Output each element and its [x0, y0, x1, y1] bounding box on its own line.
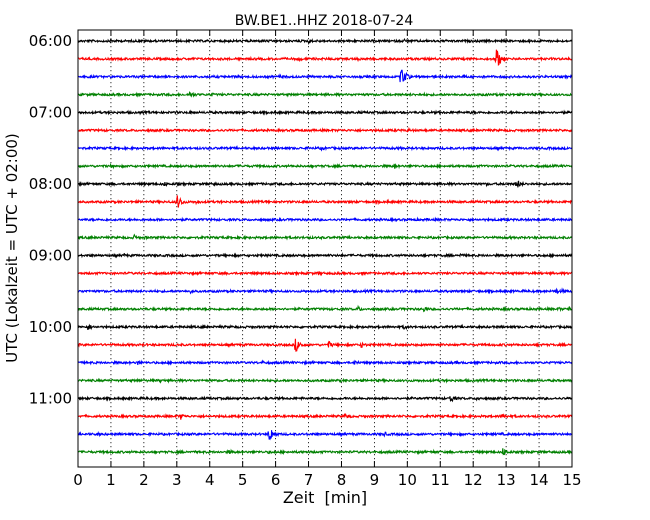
y-tick-label: 08:00 [29, 175, 72, 193]
seismogram-trace [77, 287, 573, 295]
seismogram-trace [77, 126, 573, 134]
seismogram-trace [77, 395, 573, 403]
seismogram-trace [77, 359, 573, 366]
x-tick-label: 15 [562, 471, 581, 489]
x-axis-ticks: 0 1 2 3 4 5 6 7 8 9 10 11 12 13 14 15 [73, 30, 582, 489]
seismogram-trace [77, 37, 573, 46]
seismogram-trace [77, 252, 573, 259]
seismogram-trace [77, 323, 573, 331]
seismogram-trace [77, 338, 573, 352]
seismogram-trace [77, 448, 572, 456]
x-tick-label: 5 [238, 471, 248, 489]
x-tick-label: 10 [398, 471, 417, 489]
x-tick-label: 14 [530, 471, 549, 489]
grid-lines [110, 30, 540, 467]
x-tick-label: 1 [106, 471, 116, 489]
seismogram-trace [77, 180, 573, 189]
y-tick-label: 07:00 [29, 103, 72, 121]
seismogram-trace [77, 216, 573, 223]
seismogram-trace [77, 377, 573, 384]
seismogram-trace [77, 430, 573, 441]
x-tick-label: 11 [431, 471, 450, 489]
x-tick-label: 9 [370, 471, 380, 489]
chart-title: BW.BE1..HHZ 2018-07-24 [235, 13, 414, 29]
x-tick-label: 2 [139, 471, 149, 489]
plot-frame [77, 29, 573, 468]
seismogram-trace [77, 270, 573, 277]
y-tick-label: 11:00 [29, 389, 72, 407]
seismogram-trace [77, 233, 573, 241]
seismogram-trace [77, 49, 573, 66]
x-tick-label: 4 [205, 471, 215, 489]
x-tick-label: 3 [172, 471, 182, 489]
seismogram-trace [77, 304, 573, 313]
x-tick-label: 7 [304, 471, 314, 489]
seismogram-trace [77, 69, 573, 83]
seismogram-trace [77, 109, 572, 116]
x-axis-label: Zeit [min] [283, 488, 367, 507]
y-tick-label: 10:00 [29, 318, 72, 336]
y-tick-label: 06:00 [29, 32, 72, 50]
x-tick-label: 8 [337, 471, 347, 489]
y-axis-label: UTC (Lokalzeit = UTC + 02:00) [3, 133, 21, 363]
x-tick-label: 0 [73, 471, 83, 489]
seismogram-trace [77, 195, 573, 208]
seismogram-trace [77, 91, 573, 98]
seismogram-trace [77, 412, 573, 420]
x-tick-label: 12 [464, 471, 483, 489]
seismogram-trace [77, 162, 573, 170]
x-tick-label: 13 [497, 471, 516, 489]
seismogram-trace [77, 144, 573, 152]
x-tick-label: 6 [271, 471, 281, 489]
y-tick-label: 09:00 [29, 246, 72, 264]
seismogram-traces [77, 37, 573, 456]
y-axis-ticks: 06:00 07:00 08:00 09:00 10:00 11:00 [29, 32, 572, 407]
